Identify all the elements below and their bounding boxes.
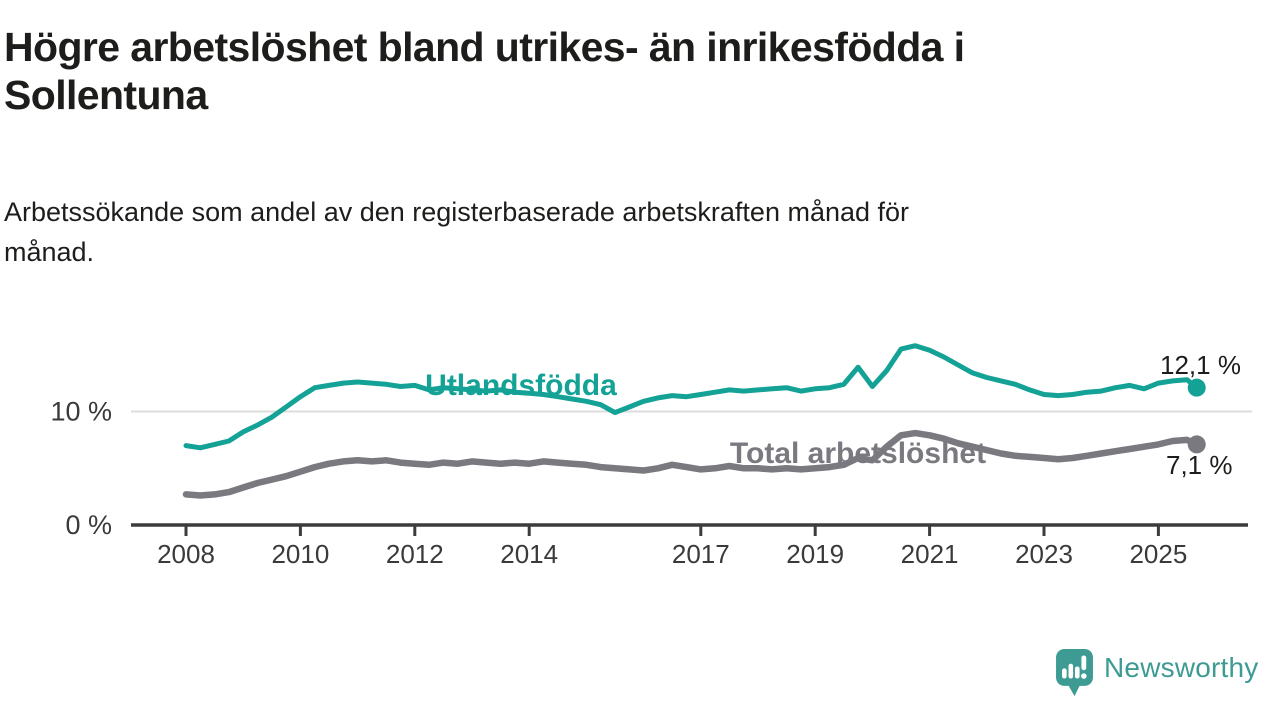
x-axis-label-2025: 2025 bbox=[1129, 539, 1187, 569]
page-title: Högre arbetslöshet bland utrikes- än inr… bbox=[4, 24, 1184, 120]
x-axis-label-2014: 2014 bbox=[500, 539, 558, 569]
series-label-total: Total arbetslöshet bbox=[730, 437, 986, 470]
newsworthy-logo-icon bbox=[1056, 649, 1093, 697]
y-axis-label-0: 0 % bbox=[65, 510, 112, 540]
series-endpoint-dot-total bbox=[1187, 435, 1206, 454]
page-title-line-2: Sollentuna bbox=[4, 71, 208, 118]
series-line-utlandsfodda bbox=[183, 343, 1200, 451]
newsworthy-logo: Newsworthy bbox=[1056, 649, 1258, 697]
x-axis-label-2012: 2012 bbox=[386, 539, 444, 569]
series-endpoint-dot-utlandsfodda bbox=[1187, 378, 1206, 397]
x-axis-label-2010: 2010 bbox=[271, 539, 329, 569]
x-axis-label-2008: 2008 bbox=[157, 539, 215, 569]
series-label-utlandsfodda: Utlandsfödda bbox=[425, 369, 617, 402]
chart-subtitle-line-2: månad. bbox=[4, 236, 95, 267]
y-axis-label-10: 10 % bbox=[50, 397, 112, 427]
x-axis-label-2021: 2021 bbox=[901, 539, 959, 569]
series-line-total bbox=[182, 429, 1200, 499]
end-value-label-utlandsfodda: 12,1 % bbox=[1160, 350, 1241, 380]
x-axis-label-2023: 2023 bbox=[1015, 539, 1073, 569]
page-title-line-1: Högre arbetslöshet bland utrikes- än inr… bbox=[4, 24, 965, 70]
x-axis-label-2017: 2017 bbox=[672, 539, 730, 569]
chart-subtitle-line-1: Arbetssökande som andel av den registerb… bbox=[4, 197, 910, 227]
chart-subtitle: Arbetssökande som andel av den registerb… bbox=[4, 193, 1204, 273]
line-chart: 2008 2010 2012 2014 2017 2019 2021 2023 2025 0 % 1… bbox=[50, 343, 1252, 569]
end-value-label-total: 7,1 % bbox=[1166, 450, 1233, 480]
x-axis-label-2019: 2019 bbox=[786, 539, 844, 569]
newsworthy-logo-text: Newsworthy bbox=[1104, 652, 1259, 683]
